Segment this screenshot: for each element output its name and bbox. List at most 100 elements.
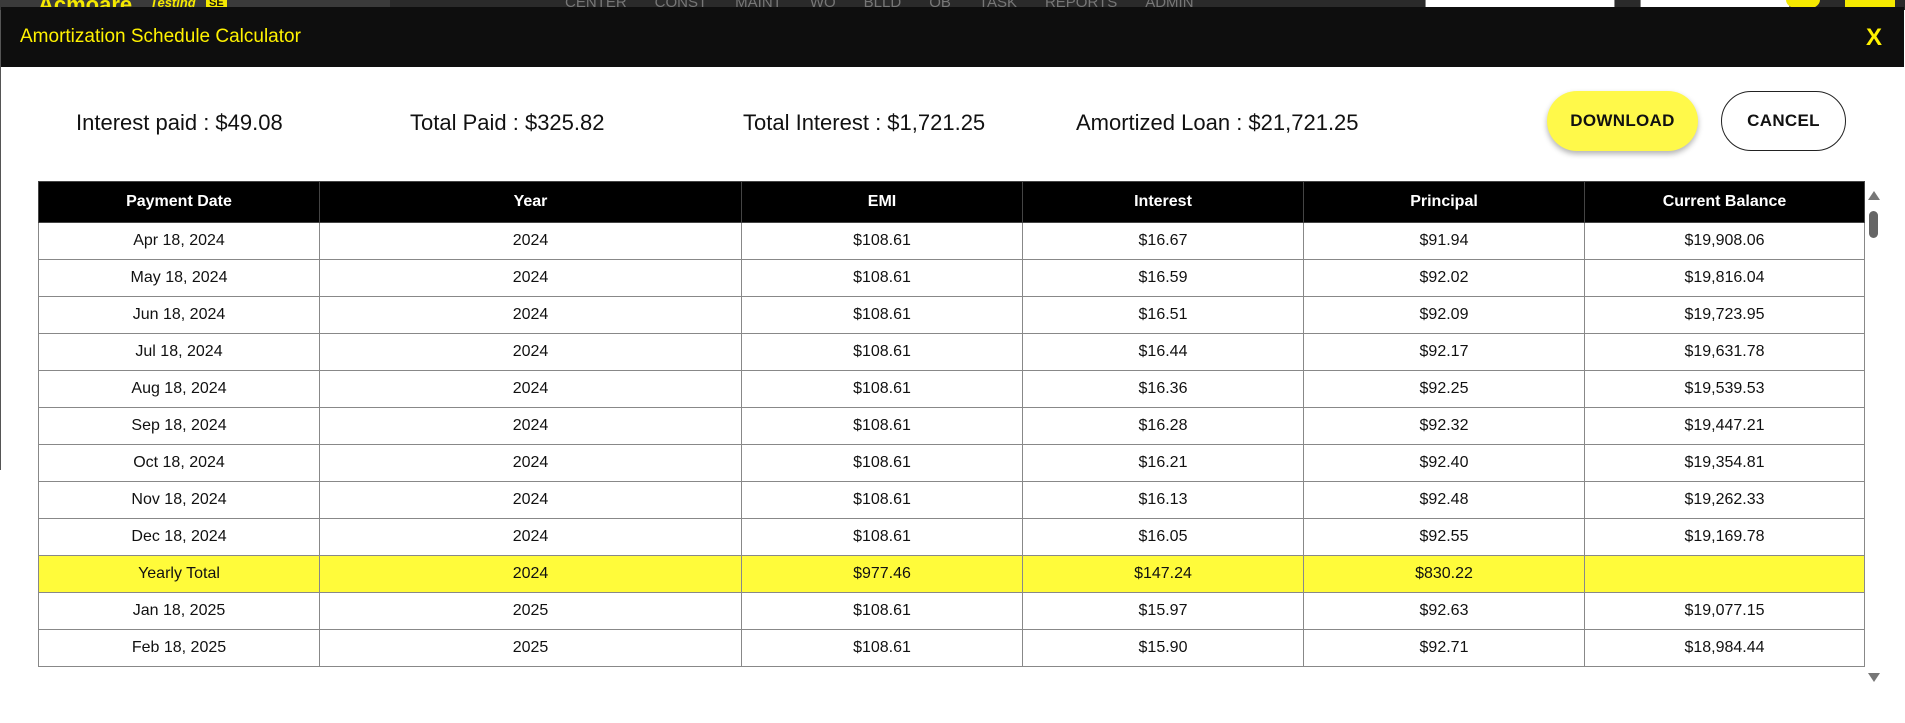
total-paid-stat: Total Paid : $325.82: [410, 110, 605, 135]
table-body: Apr 18, 2024 2024 $108.61 $16.67 $91.94 $19,9…: [38, 222, 1865, 667]
interest-cell: $16.36: [1022, 370, 1304, 408]
principal-cell: $92.40: [1303, 444, 1585, 482]
scroll-up-arrow-icon[interactable]: [1868, 191, 1880, 200]
background-app-bar: Acmoare Testing SE CENTER CONST MAINT WO…: [0, 0, 1905, 10]
principal-cell: $92.09: [1303, 296, 1585, 334]
payment-date-cell: Jan 18, 2025: [38, 592, 320, 630]
modal-header: Amortization Schedule Calculator X: [1, 7, 1904, 67]
payment-date-cell: Sep 18, 2024: [38, 407, 320, 445]
table-row: May 18, 2024 2024 $108.61 $16.59 $92.02 $19,8…: [38, 259, 1865, 297]
column-header-emi[interactable]: EMI: [741, 181, 1023, 223]
balance-cell: $19,539.53: [1584, 370, 1865, 408]
emi-cell: $108.61: [741, 407, 1023, 445]
table-scrollbar[interactable]: [1867, 181, 1881, 682]
background-logo: Acmoare: [38, 0, 132, 10]
balance-cell: $19,816.04: [1584, 259, 1865, 297]
emi-cell: $108.61: [741, 444, 1023, 482]
table-header-row: Payment Date Year EMI Interest Principal…: [38, 181, 1865, 223]
emi-cell: $108.61: [741, 296, 1023, 334]
total-interest-stat: Total Interest : $1,721.25: [743, 110, 986, 135]
cancel-button[interactable]: CANCEL: [1721, 91, 1846, 151]
modal-title: Amortization Schedule Calculator: [20, 26, 301, 47]
emi-cell: $108.61: [741, 518, 1023, 556]
column-header-interest[interactable]: Interest: [1022, 181, 1304, 223]
principal-cell: $91.94: [1303, 222, 1585, 260]
principal-cell: $92.32: [1303, 407, 1585, 445]
nav-item: REPORTS: [1044, 0, 1118, 10]
schedule-table-container[interactable]: Payment Date Year EMI Interest Principal…: [38, 181, 1866, 681]
nav-item: WO: [809, 0, 836, 10]
balance-cell: [1584, 555, 1865, 593]
table-row: Jan 18, 2025 2025 $108.61 $15.97 $92.63 $19,0…: [38, 592, 1865, 630]
principal-cell: $92.63: [1303, 592, 1585, 630]
year-cell: 2024: [319, 407, 742, 445]
interest-cell: $16.13: [1022, 481, 1304, 519]
column-header-principal[interactable]: Principal: [1303, 181, 1585, 223]
background-logo-area: Acmoare Testing SE: [0, 0, 390, 10]
background-logo-sub: Testing: [150, 0, 196, 10]
nav-item: CONST: [654, 0, 708, 10]
payment-date-cell: Yearly Total: [38, 555, 320, 593]
scroll-down-arrow-icon[interactable]: [1868, 673, 1880, 682]
column-header-year[interactable]: Year: [319, 181, 742, 223]
amortized-loan-stat: Amortized Loan : $21,721.25: [1076, 110, 1359, 135]
interest-cell: $16.28: [1022, 407, 1304, 445]
interest-cell: $16.44: [1022, 333, 1304, 371]
balance-cell: $19,354.81: [1584, 444, 1865, 482]
emi-cell: $108.61: [741, 222, 1023, 260]
interest-cell: $147.24: [1022, 555, 1304, 593]
interest-cell: $16.59: [1022, 259, 1304, 297]
balance-cell: $19,262.33: [1584, 481, 1865, 519]
year-cell: 2024: [319, 481, 742, 519]
year-cell: 2024: [319, 259, 742, 297]
table-row: Feb 18, 2025 2025 $108.61 $15.90 $92.71 $18,9…: [38, 629, 1865, 667]
table-row: Aug 18, 2024 2024 $108.61 $16.36 $92.25 $19,5…: [38, 370, 1865, 408]
payment-date-cell: Oct 18, 2024: [38, 444, 320, 482]
balance-cell: $19,631.78: [1584, 333, 1865, 371]
emi-cell: $108.61: [741, 592, 1023, 630]
balance-cell: $18,984.44: [1584, 629, 1865, 667]
nav-item: BLLD: [863, 0, 902, 10]
year-cell: 2024: [319, 555, 742, 593]
close-button[interactable]: X: [1865, 24, 1882, 51]
emi-cell: $108.61: [741, 481, 1023, 519]
emi-cell: $108.61: [741, 333, 1023, 371]
emi-cell: $108.61: [741, 370, 1023, 408]
year-cell: 2024: [319, 370, 742, 408]
interest-cell: $16.05: [1022, 518, 1304, 556]
payment-date-cell: Nov 18, 2024: [38, 481, 320, 519]
summary-bar: Interest paid : $49.08 Total Paid : $325…: [1, 67, 1904, 183]
table-row: Nov 18, 2024 2024 $108.61 $16.13 $92.48 $19,2…: [38, 481, 1865, 519]
nav-item: CENTER: [565, 0, 627, 10]
year-cell: 2024: [319, 444, 742, 482]
table-row: Dec 18, 2024 2024 $108.61 $16.05 $92.55 $19,1…: [38, 518, 1865, 556]
interest-cell: $16.21: [1022, 444, 1304, 482]
table-row: Jul 18, 2024 2024 $108.61 $16.44 $92.17 $19,6…: [38, 333, 1865, 371]
balance-cell: $19,169.78: [1584, 518, 1865, 556]
payment-date-cell: Feb 18, 2025: [38, 629, 320, 667]
scroll-thumb[interactable]: [1869, 211, 1878, 238]
principal-cell: $92.71: [1303, 629, 1585, 667]
download-button[interactable]: DOWNLOAD: [1547, 91, 1698, 151]
interest-cell: $15.97: [1022, 592, 1304, 630]
principal-cell: $830.22: [1303, 555, 1585, 593]
year-cell: 2024: [319, 296, 742, 334]
nav-item: ADMIN: [1145, 0, 1194, 10]
principal-cell: $92.25: [1303, 370, 1585, 408]
interest-cell: $16.67: [1022, 222, 1304, 260]
interest-cell: $16.51: [1022, 296, 1304, 334]
payment-date-cell: Aug 18, 2024: [38, 370, 320, 408]
table-row: Jun 18, 2024 2024 $108.61 $16.51 $92.09 $19,7…: [38, 296, 1865, 334]
payment-date-cell: Dec 18, 2024: [38, 518, 320, 556]
amortization-table: Payment Date Year EMI Interest Principal…: [38, 181, 1865, 667]
payment-date-cell: Apr 18, 2024: [38, 222, 320, 260]
background-logo-badge: SE: [206, 0, 227, 9]
column-header-payment-date[interactable]: Payment Date: [38, 181, 320, 223]
emi-cell: $977.46: [741, 555, 1023, 593]
payment-date-cell: Jun 18, 2024: [38, 296, 320, 334]
table-row: Yearly Total 2024 $977.46 $147.24 $830.22: [38, 555, 1865, 593]
background-nav: CENTER CONST MAINT WO BLLD QB TASK REPOR…: [565, 0, 1194, 10]
column-header-current-balance[interactable]: Current Balance: [1584, 181, 1865, 223]
nav-item: QB: [929, 0, 951, 10]
principal-cell: $92.02: [1303, 259, 1585, 297]
